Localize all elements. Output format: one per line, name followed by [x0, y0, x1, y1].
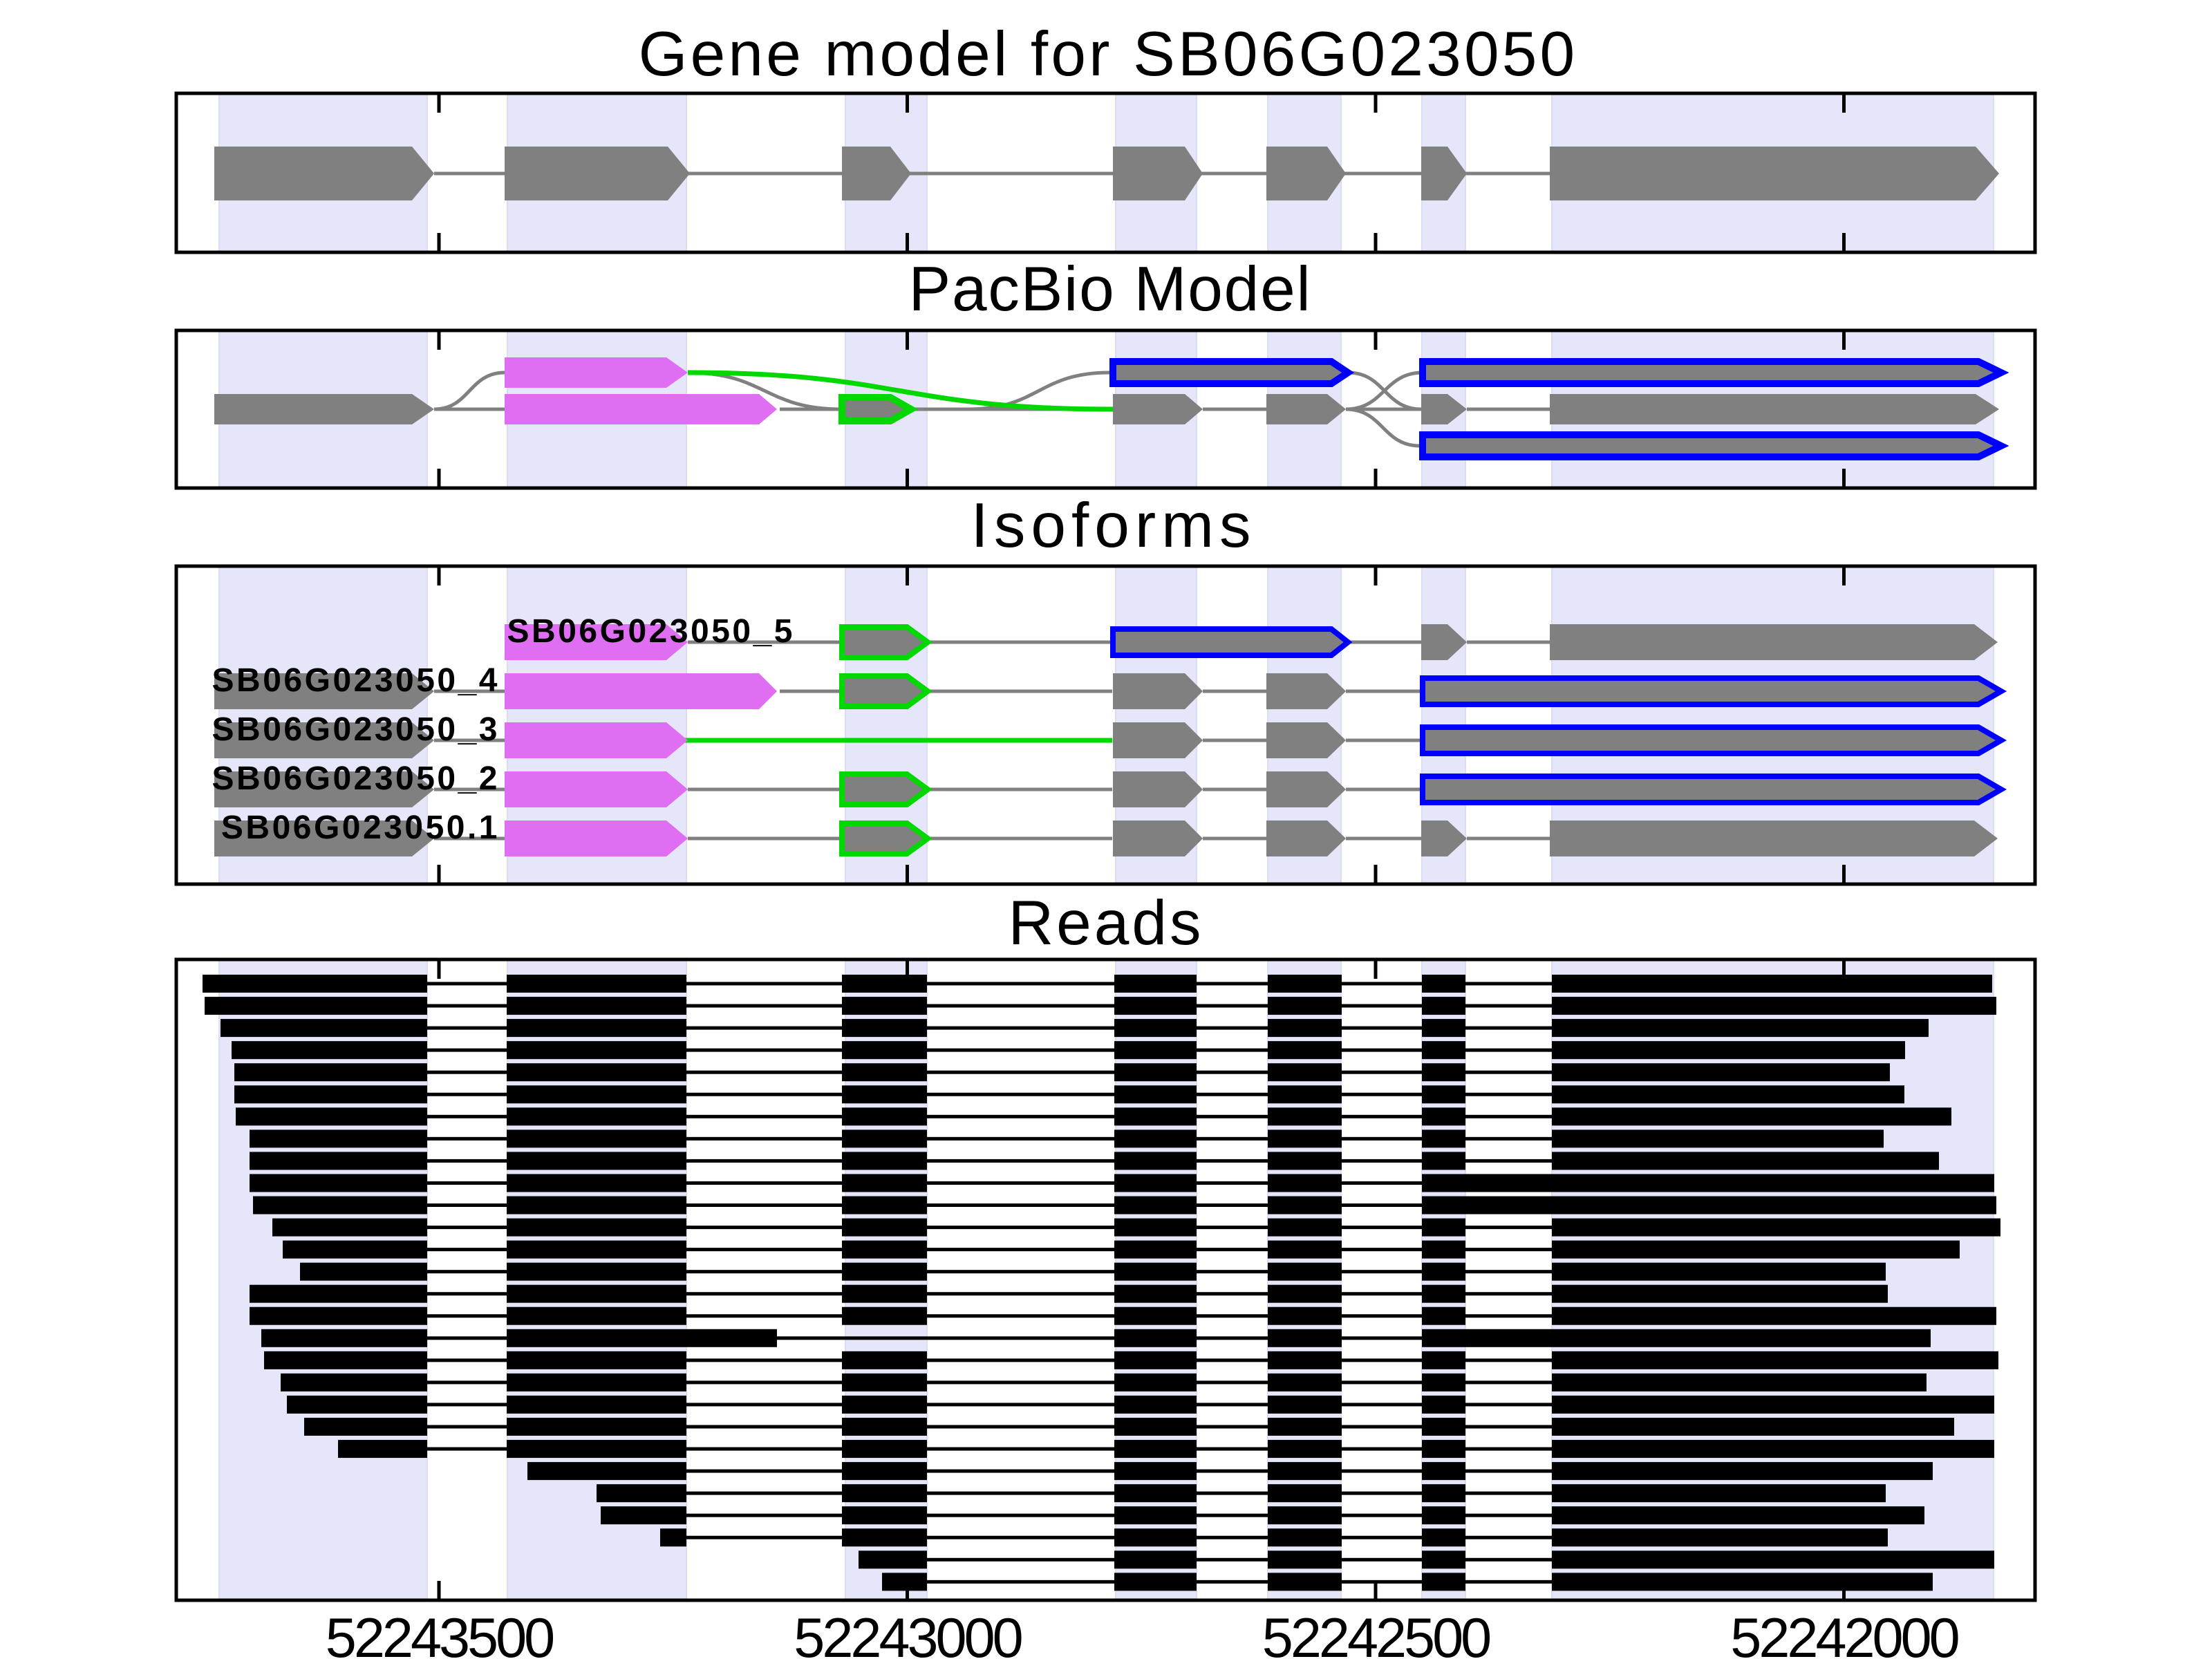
svg-text:52242000: 52242000 — [1730, 1607, 1958, 1659]
svg-text:Reads: Reads — [1008, 888, 1203, 958]
svg-text:PacBio Model: PacBio Model — [908, 254, 1311, 324]
svg-text:52243000: 52243000 — [794, 1607, 1021, 1659]
svg-text:52243500: 52243500 — [326, 1607, 553, 1659]
svg-text:SB06G023050_5: SB06G023050_5 — [507, 613, 795, 650]
svg-text:SB06G023050_4: SB06G023050_4 — [212, 662, 500, 699]
svg-text:Isoforms: Isoforms — [971, 491, 1257, 561]
svg-text:52242500: 52242500 — [1262, 1607, 1490, 1659]
svg-text:Gene model for SB06G023050: Gene model for SB06G023050 — [639, 19, 1578, 89]
svg-text:SB06G023050_3: SB06G023050_3 — [212, 711, 500, 748]
svg-text:SB06G023050.1: SB06G023050.1 — [221, 809, 500, 846]
svg-text:SB06G023050_2: SB06G023050_2 — [212, 760, 500, 797]
